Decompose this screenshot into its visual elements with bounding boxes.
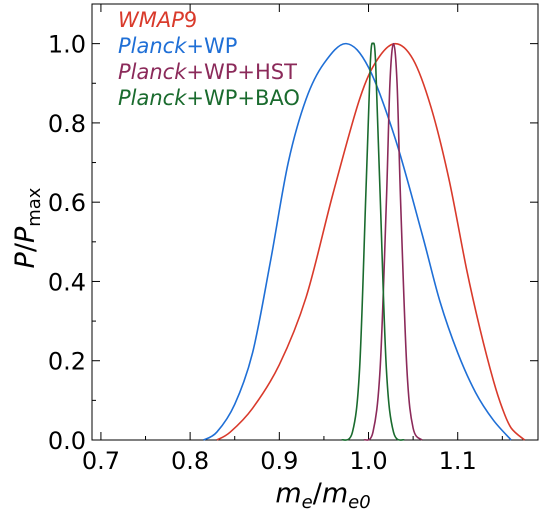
legend-entry-italic: Planck	[118, 60, 187, 84]
legend-entry-italic: Planck	[118, 86, 187, 110]
legend-entry-italic: WMAP	[118, 8, 184, 32]
y-tick-label: 0.6	[48, 189, 86, 217]
legend-entry-suffix: +WP+BAO	[186, 86, 300, 110]
x-tick-label: 1.0	[349, 447, 387, 475]
y-tick-label: 0.4	[48, 268, 86, 296]
legend-entry-suffix: +WP	[186, 34, 237, 58]
planck-wp-curve	[203, 42, 512, 441]
planck-wp-bao-curve	[341, 42, 405, 441]
legend-entry: Planck+WP	[118, 34, 237, 58]
x-tick-label: 0.8	[171, 447, 209, 475]
y-tick-label: 0.8	[48, 110, 86, 138]
plot-frame	[91, 3, 539, 441]
legend-entry-suffix: +WP+HST	[186, 60, 297, 84]
legend-entry-italic: Planck	[118, 34, 187, 58]
legend-entry: Planck+WP+HST	[118, 60, 297, 84]
x-tick-label: 0.7	[82, 447, 120, 475]
legend-entry: Planck+WP+BAO	[118, 86, 300, 110]
plot-border	[91, 3, 539, 441]
y-axis-label: P/Pmax	[10, 187, 45, 268]
x-tick-label: 1.1	[439, 447, 477, 475]
legend-entry: WMAP9	[118, 8, 197, 32]
plot-curves	[203, 42, 526, 441]
planck-wp-hst-curve	[363, 42, 423, 441]
x-tick-label: 0.9	[260, 447, 298, 475]
y-tick-label: 0.2	[48, 348, 86, 376]
wmap9-curve	[216, 42, 526, 441]
y-tick-label: 0.0	[48, 427, 86, 455]
x-axis-label: me/me0	[275, 478, 370, 513]
y-tick-label: 1.0	[48, 31, 86, 59]
axis-ticks: 0.7 0.8 0.9 1.0 1.1 0.0 0.2 0.4 0.6 0.8 1.0	[48, 3, 538, 475]
legend-entry-suffix: 9	[184, 8, 197, 32]
